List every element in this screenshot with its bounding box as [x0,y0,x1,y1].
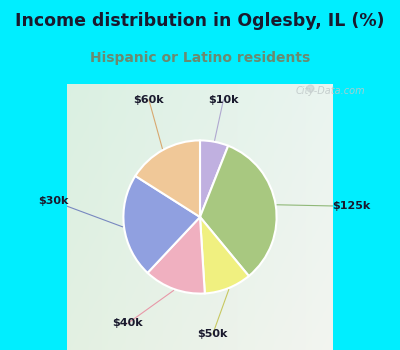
Text: $60k: $60k [134,95,164,105]
Text: $40k: $40k [112,318,143,328]
Text: City-Data.com: City-Data.com [295,86,365,96]
Text: $30k: $30k [38,196,68,206]
Wedge shape [148,217,205,294]
Wedge shape [200,140,228,217]
Text: Hispanic or Latino residents: Hispanic or Latino residents [90,51,310,65]
Wedge shape [200,146,277,276]
Text: Income distribution in Oglesby, IL (%): Income distribution in Oglesby, IL (%) [15,12,385,30]
Wedge shape [135,140,200,217]
Text: $10k: $10k [208,95,239,105]
Text: $125k: $125k [332,201,370,211]
Wedge shape [123,176,200,273]
Wedge shape [200,217,249,293]
Text: $50k: $50k [198,329,228,339]
